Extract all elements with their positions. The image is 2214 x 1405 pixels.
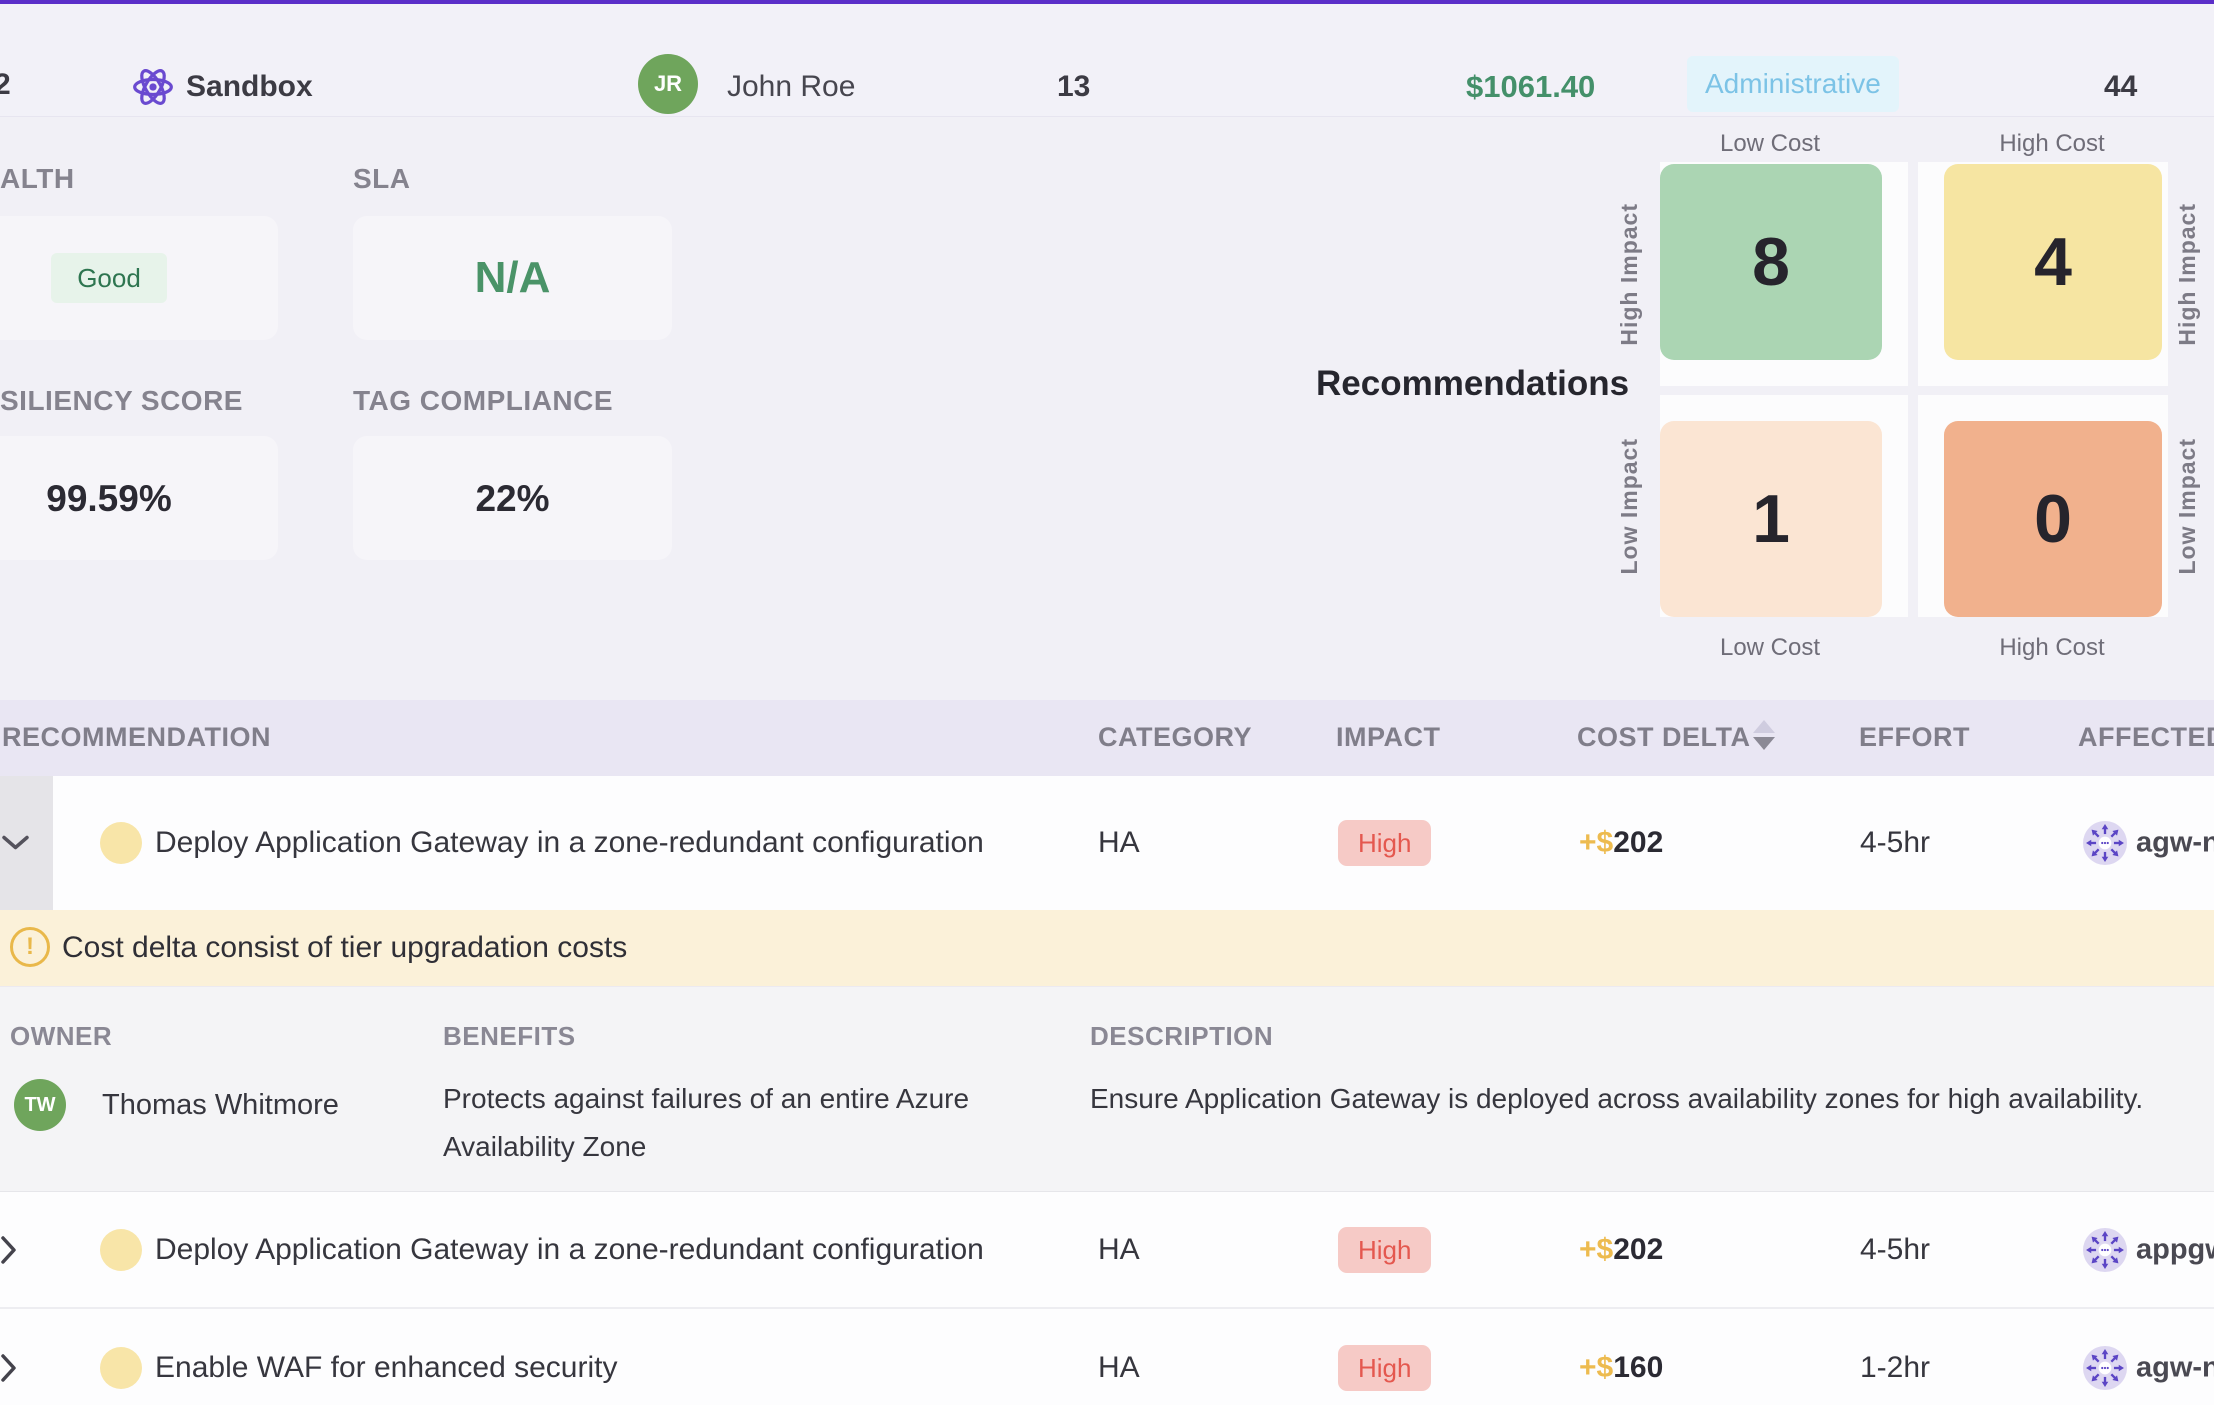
recommendation-title: Enable WAF for enhanced security [155, 1350, 618, 1384]
resiliency-score-value: 99.59% [46, 477, 172, 519]
benefits-label: BENEFITS [443, 1021, 576, 1051]
quadrant-col-label-high-cost-top: High Cost [1999, 130, 2105, 157]
affected-resource: appgw [2136, 1233, 2214, 1265]
category-cell: HA [1098, 826, 1140, 859]
description-label: DESCRIPTION [1090, 1021, 1274, 1051]
notice-text: Cost delta consist of tier upgradation c… [62, 931, 628, 964]
recommendation-count: 13 [1057, 70, 1091, 103]
top-accent-border [0, 0, 2214, 4]
user-avatar: JR [638, 54, 698, 114]
description-text: Ensure Application Gateway is deployed a… [1090, 1083, 2144, 1114]
owner-avatar: TW [14, 1079, 66, 1131]
affected-resource: agw-ne [2136, 826, 2214, 859]
cost-delta-cell: +$160 [1579, 1351, 1663, 1385]
row-expander-cell[interactable] [0, 776, 53, 910]
user-name: John Roe [727, 70, 856, 103]
quadrant-cell-low-impact-high-cost[interactable]: 0 [1944, 421, 2162, 617]
quadrant-row-label-high-impact-left: High Impact [1615, 202, 1642, 346]
cost-prefix: +$ [1579, 1232, 1614, 1266]
top-summary-row[interactable]: 2 Sandbox JR John Roe 13 $1061.40 Admini… [0, 4, 2214, 117]
cost-amount: 160 [1613, 1350, 1664, 1384]
quadrant-col-label-high-cost-bottom: High Cost [1999, 634, 2105, 661]
header-affected: AFFECTED [2078, 722, 2214, 752]
impact-badge: High [1338, 1344, 1432, 1391]
quadrant-cell-high-impact-high-cost[interactable]: 4 [1944, 164, 2162, 360]
resource-count: 44 [2104, 70, 2138, 103]
sla-card: N/A [353, 216, 672, 340]
app-gateway-icon [2083, 1227, 2127, 1272]
health-status-badge: Good [51, 253, 167, 303]
status-dot [100, 822, 142, 864]
header-category: CATEGORY [1098, 722, 1253, 752]
row-detail-panel: OWNER TW Thomas Whitmore BENEFITS Protec… [0, 986, 2214, 1192]
effort-cell: 4-5hr [1860, 826, 1931, 859]
quadrant-value: 8 [1752, 224, 1790, 300]
health-label: ALTH [0, 163, 75, 194]
warning-icon: ! [10, 927, 50, 967]
quadrant-cell-low-impact-low-cost[interactable]: 1 [1660, 421, 1882, 617]
quadrant-row-label-low-impact-right: Low Impact [2173, 437, 2200, 575]
react-atom-icon [132, 66, 174, 108]
resiliency-score-card: 99.59% [0, 436, 278, 560]
workspace-name: Sandbox [186, 70, 313, 103]
cost-delta-notice: ! Cost delta consist of tier upgradation… [0, 910, 2214, 986]
cost-prefix: +$ [1579, 1350, 1614, 1384]
quadrant-row-label-high-impact-right: High Impact [2173, 202, 2200, 346]
header-cost-delta[interactable]: COST DELTA [1577, 722, 1751, 752]
cost-amount: 202 [1613, 826, 1664, 859]
recommendation-title: Deploy Application Gateway in a zone-red… [155, 1232, 984, 1266]
affected-resource: agw-ne [2136, 1351, 2214, 1383]
header-effort: EFFORT [1859, 722, 1970, 752]
tag-compliance-label: TAG COMPLIANCE [353, 385, 614, 416]
cost-amount: 202 [1613, 1232, 1664, 1266]
app-gateway-icon [2083, 821, 2127, 865]
cost-prefix: +$ [1579, 826, 1614, 859]
quadrant-value: 4 [2034, 224, 2072, 300]
tag-compliance-card: 22% [353, 436, 672, 560]
effort-cell: 1-2hr [1860, 1350, 1931, 1384]
sort-desc-arrow-icon [1753, 737, 1775, 750]
role-badge: Administrative [1687, 56, 1899, 112]
sla-value: N/A [474, 253, 551, 302]
quadrant-value: 0 [2034, 481, 2072, 557]
quadrant-cell-high-impact-low-cost[interactable]: 8 [1660, 164, 1882, 360]
category-cell: HA [1098, 1232, 1140, 1266]
header-impact: IMPACT [1336, 722, 1441, 752]
quadrant-row-label-low-impact-left: Low Impact [1615, 437, 1642, 575]
benefits-text: Protects against failures of an entire A… [443, 1083, 970, 1162]
category-cell: HA [1098, 1350, 1140, 1384]
quadrant-col-label-low-cost-top: Low Cost [1719, 130, 1821, 157]
sla-label: SLA [353, 163, 411, 194]
cost-delta-cell: +$202 [1579, 1233, 1663, 1267]
table-row[interactable]: Deploy Application Gateway in a zone-red… [0, 776, 2214, 910]
owner-name: Thomas Whitmore [102, 1089, 339, 1121]
impact-badge: High [1338, 820, 1432, 866]
table-header-row: RECOMMENDATION CATEGORY IMPACT COST DELT… [0, 700, 2214, 776]
status-dot [100, 1228, 142, 1271]
effort-cell: 4-5hr [1860, 1232, 1931, 1266]
header-recommendation: RECOMMENDATION [2, 722, 271, 752]
recommendations-chart-title: Recommendations [1316, 364, 1630, 403]
impact-badge: High [1338, 1226, 1432, 1273]
quadrant-value: 1 [1752, 481, 1790, 557]
resiliency-score-label: SILIENCY SCORE [0, 385, 243, 416]
table-row[interactable]: Deploy Application Gateway in a zone-red… [0, 1191, 2214, 1307]
cost-delta-cell: +$202 [1579, 826, 1663, 860]
quadrant-col-label-low-cost-bottom: Low Cost [1719, 634, 1821, 661]
cost-total: $1061.40 [1466, 69, 1596, 104]
table-row[interactable]: Enable WAF for enhanced security HA High… [0, 1307, 2214, 1405]
tag-compliance-value: 22% [475, 477, 550, 519]
chevron-down-icon[interactable] [2, 835, 29, 851]
recommendation-title: Deploy Application Gateway in a zone-red… [155, 826, 984, 859]
owner-label: OWNER [10, 1021, 113, 1051]
app-gateway-icon [2083, 1345, 2127, 1390]
health-card: Good [0, 216, 278, 340]
chevron-right-icon[interactable] [1, 1235, 17, 1264]
sort-asc-arrow-icon [1753, 720, 1775, 733]
chevron-right-icon[interactable] [1, 1353, 17, 1382]
status-dot [100, 1346, 142, 1389]
truncated-left-value: 2 [0, 68, 11, 101]
